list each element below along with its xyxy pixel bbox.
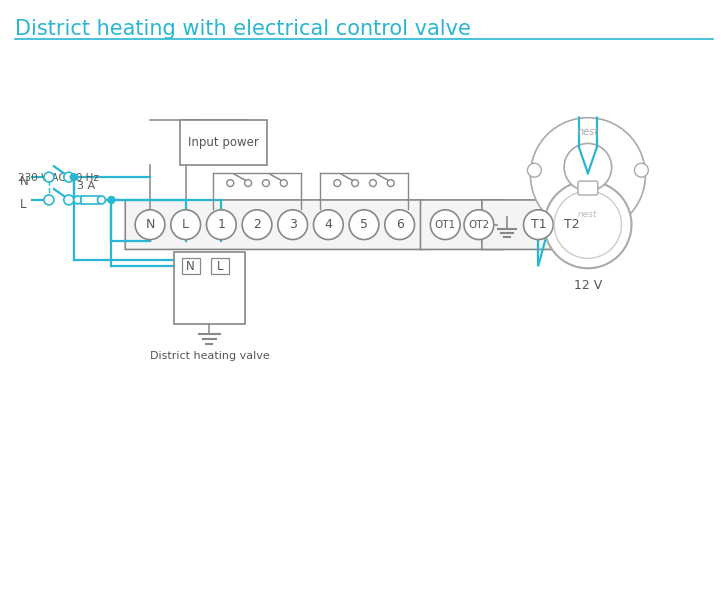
Circle shape [98,196,106,204]
Text: L: L [182,218,189,231]
Text: OT1: OT1 [435,220,456,230]
Circle shape [44,172,54,182]
Circle shape [349,210,379,239]
Circle shape [135,210,165,239]
Circle shape [278,210,307,239]
Circle shape [108,197,115,203]
Text: OT2: OT2 [468,220,489,230]
Circle shape [333,179,341,187]
Circle shape [385,210,414,239]
Circle shape [71,173,77,181]
Text: Input power: Input power [188,136,258,149]
FancyBboxPatch shape [180,119,267,165]
Circle shape [171,210,200,239]
FancyBboxPatch shape [125,200,424,249]
Text: N: N [186,260,195,273]
Circle shape [554,191,622,258]
FancyBboxPatch shape [211,258,229,274]
FancyBboxPatch shape [578,181,598,195]
Circle shape [44,195,54,205]
Circle shape [531,118,645,233]
Circle shape [242,210,272,239]
Text: District heating valve: District heating valve [149,352,269,362]
Circle shape [314,210,343,239]
Circle shape [280,179,288,187]
Circle shape [245,179,252,187]
Circle shape [523,210,553,239]
Text: T1: T1 [531,218,546,231]
Circle shape [464,210,494,239]
Circle shape [387,179,395,187]
Text: 5: 5 [360,218,368,231]
Circle shape [227,179,234,187]
Text: 2: 2 [253,218,261,231]
Circle shape [64,195,74,205]
Text: 6: 6 [396,218,403,231]
Circle shape [528,163,542,177]
Text: L: L [217,260,223,273]
Circle shape [263,179,269,187]
Circle shape [207,210,236,239]
Circle shape [545,181,631,268]
Text: District heating with electrical control valve: District heating with electrical control… [15,18,471,39]
FancyBboxPatch shape [81,196,98,204]
FancyBboxPatch shape [482,200,597,249]
Circle shape [557,210,587,239]
Text: L: L [20,198,27,211]
Text: N: N [146,218,155,231]
Text: nest: nest [578,210,598,219]
Text: 4: 4 [325,218,332,231]
Text: nest: nest [577,127,598,137]
Text: N: N [20,175,29,188]
FancyBboxPatch shape [174,252,245,324]
Circle shape [352,179,359,187]
Text: 3 A: 3 A [76,181,95,191]
Circle shape [430,210,460,239]
Circle shape [64,172,74,182]
Circle shape [564,143,612,191]
FancyBboxPatch shape [421,200,504,249]
Circle shape [74,196,82,204]
Circle shape [634,163,649,177]
Circle shape [369,179,376,187]
Text: 12 V: 12 V [574,279,602,292]
Text: 3: 3 [289,218,296,231]
Text: 1: 1 [218,218,225,231]
Text: 230 V AC/50 Hz: 230 V AC/50 Hz [18,173,99,183]
FancyBboxPatch shape [182,258,199,274]
Text: T2: T2 [564,218,579,231]
